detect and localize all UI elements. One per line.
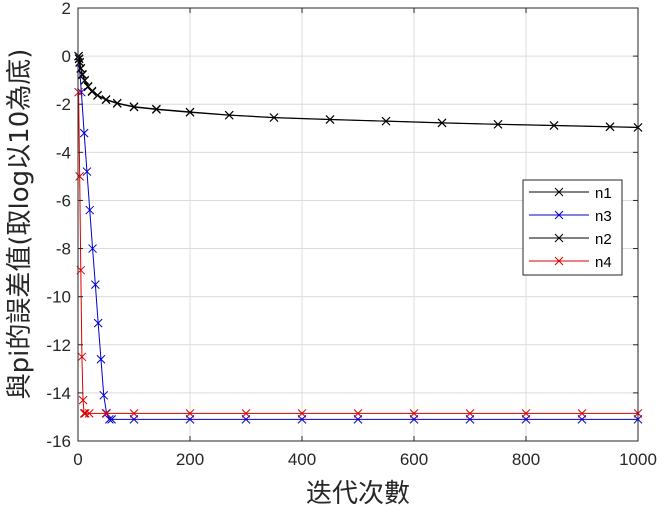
legend: n1 n3 n2 n4	[522, 179, 623, 276]
x-tick-label: 1000	[619, 450, 657, 469]
data-point-n4	[78, 395, 88, 405]
data-point-n2	[78, 70, 87, 80]
y-axis-title: 與pi的誤差值(取log以10為底)	[5, 49, 35, 400]
data-point-n4	[84, 408, 94, 418]
series-n2	[74, 51, 643, 132]
data-point-n4	[80, 408, 90, 418]
data-point-n3	[91, 280, 100, 289]
data-point-n2	[269, 113, 279, 123]
data-point-n4	[129, 408, 139, 418]
y-tick-label: -2	[56, 95, 71, 114]
data-point-n2	[325, 115, 335, 124]
data-point-n3	[93, 318, 103, 328]
legend-marker-n1	[554, 187, 564, 197]
data-point-n3	[88, 244, 97, 253]
data-point-n4	[297, 408, 307, 418]
data-point-n2	[437, 118, 447, 128]
x-axis-title: 迭代次數	[306, 479, 410, 508]
data-point-n2	[80, 76, 90, 86]
data-point-n2	[605, 122, 615, 132]
series-layer	[74, 51, 643, 424]
y-tick-label: -14	[46, 384, 71, 403]
data-point-n4	[409, 408, 419, 418]
data-point-n3	[85, 205, 95, 215]
data-point-n4	[77, 352, 87, 362]
y-tick-label: -16	[46, 432, 71, 451]
data-point-n3	[82, 167, 92, 176]
data-point-n2	[129, 102, 139, 112]
legend-label-n4: n4	[595, 254, 612, 271]
data-point-n3	[96, 354, 106, 364]
legend-marker-n2	[554, 233, 564, 243]
y-tick-label: -4	[56, 143, 71, 162]
data-point-n4	[521, 408, 531, 418]
data-point-n4	[465, 408, 475, 418]
data-point-n4	[74, 87, 83, 97]
legend-label-n3: n3	[595, 208, 612, 225]
y-tick-label: -12	[46, 336, 71, 355]
data-point-n2	[381, 116, 391, 126]
data-point-n2	[152, 105, 161, 114]
y-tick-label: 2	[62, 0, 71, 18]
y-tick-label: -8	[56, 240, 71, 259]
legend-marker-n4	[554, 256, 564, 266]
legend-box	[522, 179, 623, 276]
data-point-n2	[83, 82, 93, 92]
x-tick-label: 400	[288, 450, 316, 469]
data-point-n2	[101, 95, 111, 105]
data-point-n2	[549, 121, 559, 130]
legend-marker-n2	[554, 233, 564, 243]
data-point-n2	[224, 110, 234, 120]
x-tick-label: 200	[176, 450, 204, 469]
legend-label-n1: n1	[595, 185, 612, 202]
data-point-n4	[577, 408, 587, 418]
tick-labels: 0 200 400 600 800 1000 2 0 -2 -4 -6 -8 -10 -12 -14 -16	[46, 0, 656, 469]
data-point-n4	[185, 408, 195, 418]
data-point-n3	[105, 414, 114, 424]
data-point-n3	[79, 128, 89, 138]
plot-frame	[77, 7, 639, 442]
x-tick-label: 0	[73, 450, 82, 469]
y-tick-label: 0	[62, 47, 71, 66]
legend-marker-n3	[554, 210, 564, 220]
data-point-n2	[87, 87, 97, 97]
data-point-n2	[185, 108, 195, 117]
data-point-n2	[493, 120, 503, 129]
data-point-n3	[99, 390, 109, 400]
legend-label-n2: n2	[595, 231, 612, 248]
data-point-n2	[93, 91, 102, 100]
data-point-n2	[112, 99, 122, 108]
data-point-n4	[75, 172, 85, 181]
x-tick-label: 600	[400, 450, 428, 469]
data-point-n4	[101, 408, 111, 418]
legend-marker-n3	[554, 210, 564, 220]
data-point-n4	[353, 408, 363, 418]
data-point-n4	[241, 408, 251, 418]
y-tick-label: -10	[46, 288, 71, 307]
y-tick-label: -6	[56, 191, 71, 210]
legend-marker-n1	[554, 187, 564, 197]
x-tick-label: 800	[512, 450, 540, 469]
legend-marker-n4	[554, 256, 564, 266]
